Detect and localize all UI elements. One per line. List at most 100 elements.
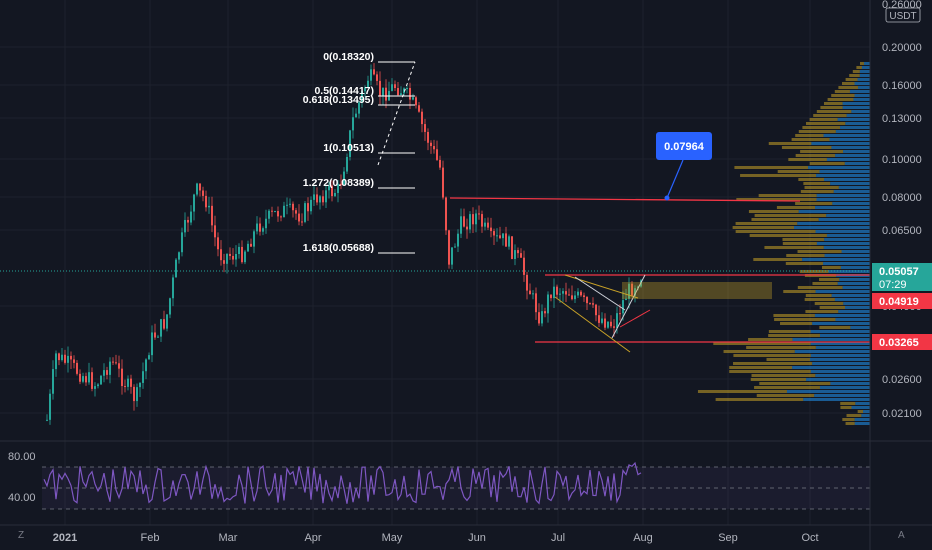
candle-body <box>337 183 339 193</box>
candle-body <box>625 298 627 301</box>
time-tick: Jun <box>468 532 486 544</box>
candle-body <box>187 219 189 223</box>
candle-body <box>244 251 246 263</box>
candle-body <box>355 113 357 118</box>
vp-bar-sell <box>754 214 827 217</box>
candle-body <box>406 88 408 90</box>
vp-bar-buy <box>826 234 870 237</box>
candle-body <box>136 387 138 402</box>
vp-bar-buy <box>812 362 870 365</box>
candle-body <box>97 384 99 387</box>
vp-bar-sell <box>749 234 827 237</box>
vp-bar-buy <box>843 150 870 153</box>
candle-body <box>568 294 570 296</box>
vp-bar-sell <box>734 166 809 169</box>
candle-body <box>409 88 411 100</box>
price-tick: 0.02600 <box>882 374 922 386</box>
candle-body <box>490 227 492 232</box>
vp-bar-buy <box>844 162 870 165</box>
timezone-button[interactable]: Z <box>18 530 25 541</box>
vp-bar-buy <box>851 406 870 409</box>
candle-body <box>628 283 630 299</box>
svg-text:0.05057: 0.05057 <box>879 266 919 278</box>
vp-bar-sell <box>783 290 816 293</box>
vp-bar-sell <box>798 130 836 133</box>
candle-body <box>115 362 117 364</box>
candle-body <box>322 196 324 203</box>
vp-bar-sell <box>729 370 811 373</box>
candle-body <box>277 211 279 217</box>
rsi-pane[interactable] <box>0 440 932 510</box>
candle-body <box>529 290 531 295</box>
vp-bar-buy <box>803 398 870 401</box>
vp-bar-sell <box>838 86 859 89</box>
candle-body <box>151 332 153 356</box>
time-tick: May <box>382 532 403 544</box>
candle-body <box>121 368 123 387</box>
time-tick: Oct <box>801 532 818 544</box>
vp-bar-buy <box>835 154 870 157</box>
vp-bar-sell <box>812 282 838 285</box>
fibonacci-drawing[interactable]: 0(0.18320) 0.5(0.14417)0.618(0.13495) 1(0.… <box>303 51 416 254</box>
vp-bar-buy <box>830 182 870 185</box>
vp-bar-buy <box>794 226 870 229</box>
candle-body <box>499 235 501 239</box>
candle-body <box>502 233 504 239</box>
price-axis[interactable]: 0.26000 USDT 0.20000 0.16000 0.13000 0.1000… <box>882 0 922 420</box>
vp-bar-buy <box>861 66 870 69</box>
vp-bar-buy <box>792 338 870 341</box>
vp-bar-buy <box>810 370 870 373</box>
wedge-drawing[interactable] <box>554 274 772 353</box>
candle-body <box>286 204 288 206</box>
vp-bar-buy <box>814 394 870 397</box>
price-tick: 0.13000 <box>882 113 922 125</box>
auto-scale-button[interactable]: A <box>898 530 905 541</box>
candle-body <box>67 355 69 363</box>
candle-body <box>172 277 174 299</box>
candle-body <box>385 87 387 101</box>
rsi-line <box>43 461 642 505</box>
vp-bar-buy <box>854 94 870 97</box>
candle-body <box>538 312 540 324</box>
vp-bar-buy <box>824 238 870 241</box>
vp-bar-buy <box>858 86 870 89</box>
candle-body <box>553 286 555 299</box>
vp-bar-sell <box>845 422 855 425</box>
vp-bar-buy <box>849 90 870 93</box>
vp-bar-sell <box>805 310 839 313</box>
candle-body <box>160 319 162 337</box>
price-callout[interactable]: 0.07964 <box>656 132 712 201</box>
candle-body <box>424 124 426 132</box>
candle-body <box>157 336 159 338</box>
candle-body <box>619 313 621 315</box>
vp-bar-buy <box>861 414 870 417</box>
candle-body <box>511 236 513 259</box>
candle-body <box>142 371 144 383</box>
vp-bar-sell <box>748 210 799 213</box>
candle-body <box>394 84 396 89</box>
vp-bar-buy <box>835 130 870 133</box>
level-line-007964[interactable] <box>449 197 801 202</box>
candle-body <box>415 97 417 106</box>
candle-body <box>592 303 594 305</box>
time-tick: Apr <box>304 532 321 544</box>
candle-body <box>130 378 132 387</box>
time-axis[interactable]: 2021 Feb Mar Apr May Jun Jul Aug Sep Oct <box>53 532 819 544</box>
candle-body <box>457 233 459 247</box>
vp-bar-buy <box>810 330 870 333</box>
candle-body <box>100 375 102 385</box>
candle-body <box>493 231 495 236</box>
candle-body <box>604 318 606 328</box>
candle-body <box>250 243 252 247</box>
candle-body <box>445 197 447 231</box>
vp-bar-buy <box>811 142 870 145</box>
candle-body <box>211 205 213 226</box>
candle-body <box>106 370 108 375</box>
candle-body <box>280 216 282 218</box>
currency-label: USDT <box>889 11 916 22</box>
candle-body <box>514 250 516 259</box>
vp-bar-sell <box>857 410 864 413</box>
candle-body <box>496 235 498 237</box>
vp-bar-sell <box>754 386 820 389</box>
